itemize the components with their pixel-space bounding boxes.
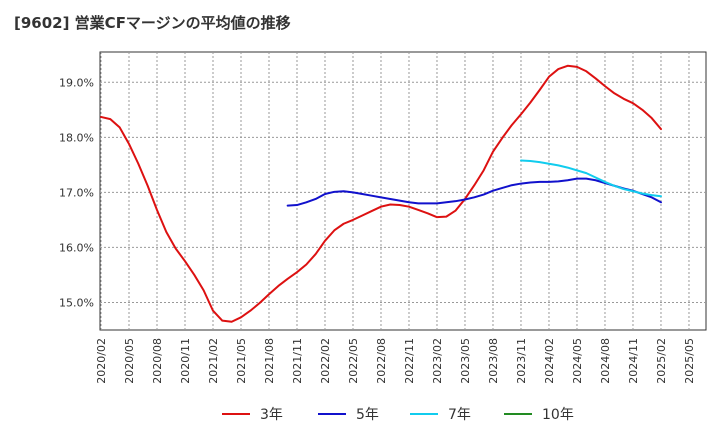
x-tick-label: 2023/11 <box>515 338 528 384</box>
chart-title: [9602] 営業CFマージンの平均値の推移 <box>14 14 291 32</box>
series-line-3 <box>519 159 662 198</box>
x-tick-label: 2024/05 <box>571 338 584 384</box>
y-tick-label: 18.0% <box>59 131 94 144</box>
x-tick-label: 2023/02 <box>431 338 444 384</box>
x-tick-label: 2022/05 <box>347 338 360 384</box>
x-axis-tick-labels: 2020/02 2020/05 2020/08 2020/11 2021/02 2021/… <box>95 338 696 384</box>
x-tick-label: 2021/08 <box>263 338 276 384</box>
x-tick-label: 2020/05 <box>123 338 136 384</box>
x-tick-label: 2020/11 <box>179 338 192 384</box>
x-tick-label: 2025/05 <box>683 338 696 384</box>
x-tick-label: 2024/02 <box>543 338 556 384</box>
x-tick-label: 2024/11 <box>627 338 640 384</box>
x-tick-label: 2022/02 <box>319 338 332 384</box>
x-tick-label: 2021/11 <box>291 338 304 384</box>
x-tick-label: 2022/11 <box>403 338 416 384</box>
legend-label-3: 7年 <box>448 407 471 423</box>
series-line-2 <box>286 177 662 207</box>
legend-label-1: 3年 <box>260 407 283 423</box>
y-axis-tick-labels: 15.0% 16.0% 17.0% 18.0% 19.0% <box>59 76 94 309</box>
x-tick-label: 2025/02 <box>655 338 668 384</box>
series-layer <box>100 64 662 323</box>
x-tick-label: 2021/02 <box>207 338 220 384</box>
y-tick-label: 17.0% <box>59 186 94 199</box>
y-tick-label: 19.0% <box>59 76 94 89</box>
y-tick-label: 16.0% <box>59 241 94 254</box>
x-tick-label: 2022/08 <box>375 338 388 384</box>
legend: 3年 5年 7年 10年 <box>222 407 574 423</box>
series-line-1 <box>100 64 662 323</box>
x-tick-label: 2024/08 <box>599 338 612 384</box>
legend-label-2: 5年 <box>356 407 379 423</box>
legend-label-4: 10年 <box>542 407 574 423</box>
x-tick-label: 2020/02 <box>95 338 108 384</box>
x-tick-label: 2023/08 <box>487 338 500 384</box>
x-tick-label: 2021/05 <box>235 338 248 384</box>
x-tick-label: 2023/05 <box>459 338 472 384</box>
plot-area <box>99 51 707 331</box>
y-tick-label: 15.0% <box>59 296 94 309</box>
grid-layer <box>100 52 706 330</box>
x-tick-label: 2020/08 <box>151 338 164 384</box>
